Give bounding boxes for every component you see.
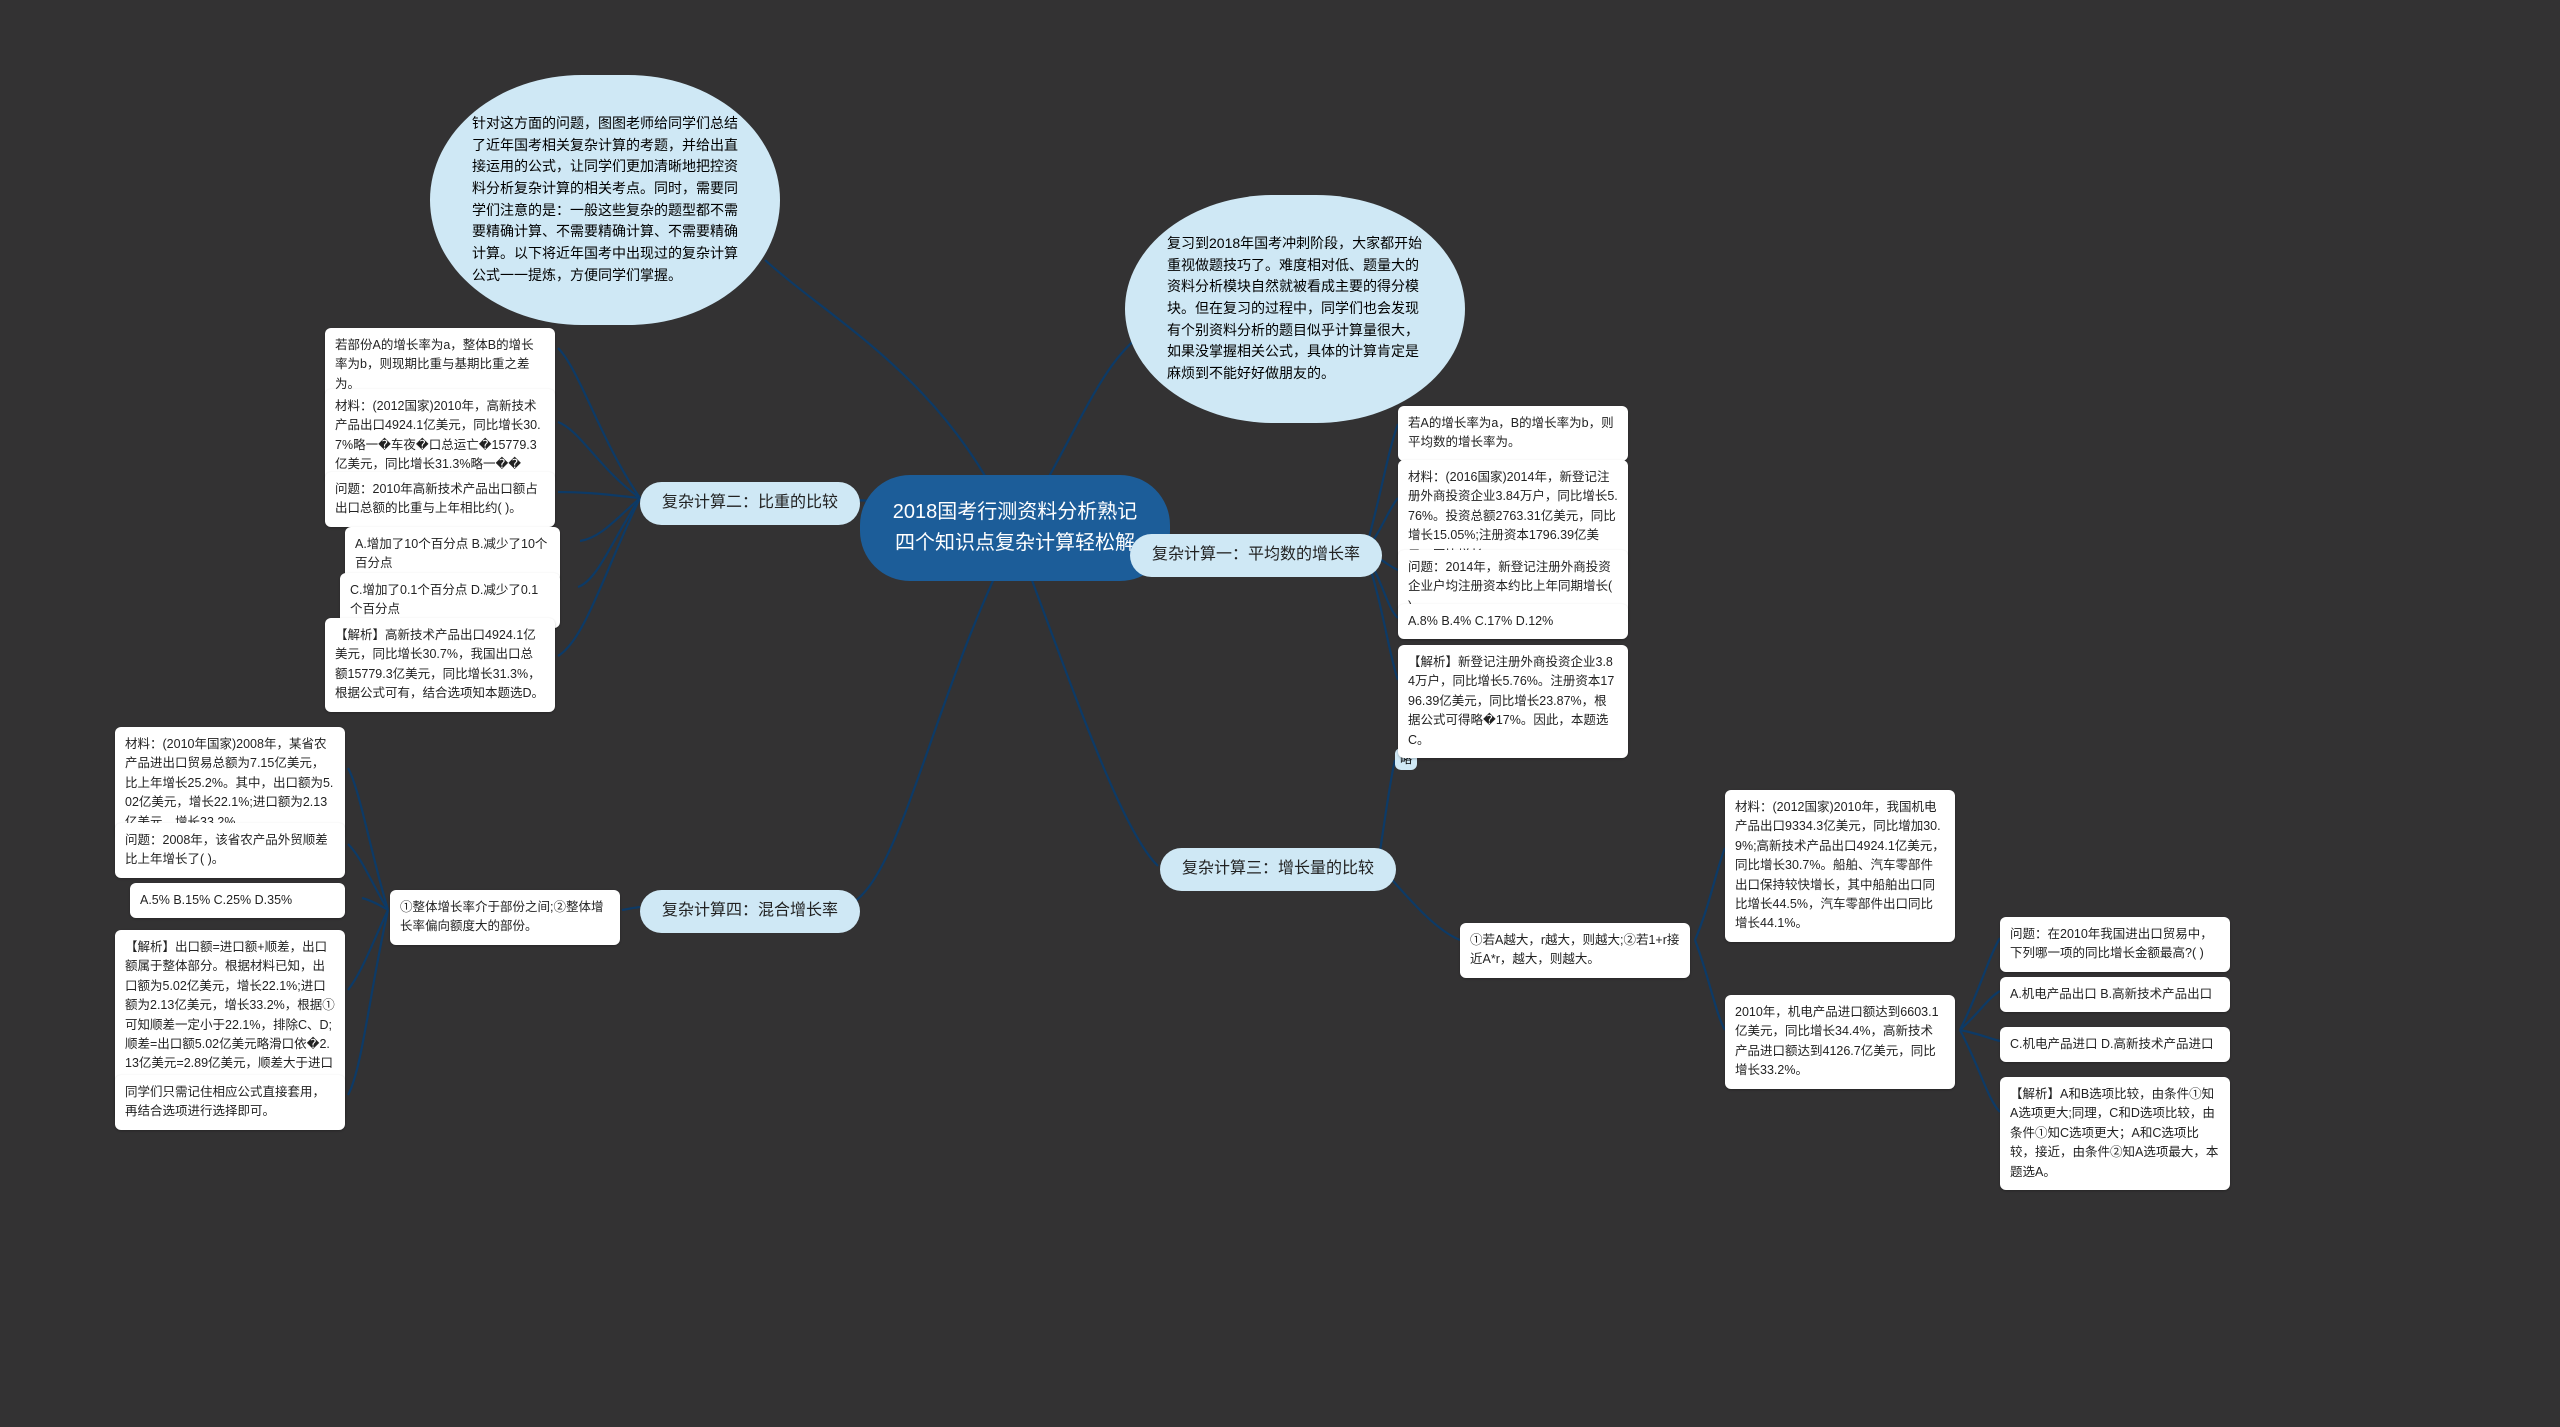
b3-leaf-analysis: 【解析】A和B选项比较，由条件①知A选项更大;同理，C和D选项比较，由条件①知C… xyxy=(2000,1077,2230,1190)
central-topic[interactable]: 2018国考行测资料分析熟记四个知识点复杂计算轻松解 xyxy=(860,475,1170,581)
b4-leaf-question: 问题：2008年，该省农产品外贸顺差比上年增长了( )。 xyxy=(115,823,345,878)
branch-calc-1[interactable]: 复杂计算一：平均数的增长率 xyxy=(1130,534,1382,577)
b1-leaf-formula: 若A的增长率为a，B的增长率为b，则平均数的增长率为。 xyxy=(1398,406,1628,461)
intro-bubble-left: 针对这方面的问题，图图老师给同学们总结了近年国考相关复杂计算的考题，并给出直接运… xyxy=(430,75,780,325)
b1-leaf-analysis: 【解析】新登记注册外商投资企业3.84万户，同比增长5.76%。注册资本1796… xyxy=(1398,645,1628,758)
b3-leaf-material2: 2010年，机电产品进口额达到6603.1亿美元，同比增长34.4%，高新技术产… xyxy=(1725,995,1955,1089)
branch-calc-2[interactable]: 复杂计算二：比重的比较 xyxy=(640,482,860,525)
b3-leaf-formula: ①若A越大，r越大，则越大;②若1+r接近A*r，越大，则越大。 xyxy=(1460,923,1690,978)
b1-leaf-options: A.8% B.4% C.17% D.12% xyxy=(1398,604,1628,639)
intro-bubble-right: 复习到2018年国考冲刺阶段，大家都开始重视做题技巧了。难度相对低、题量大的资料… xyxy=(1125,195,1465,423)
b4-leaf-formula: ①整体增长率介于部份之间;②整体增长率偏向额度大的部份。 xyxy=(390,890,620,945)
branch-calc-3[interactable]: 复杂计算三：增长量的比较 xyxy=(1160,848,1396,891)
b2-leaf-material: 材料：(2012国家)2010年，高新技术产品出口4924.1亿美元，同比增长3… xyxy=(325,389,555,483)
b3-leaf-options-ab: A.机电产品出口 B.高新技术产品出口 xyxy=(2000,977,2230,1012)
b3-leaf-question: 问题：在2010年我国进出口贸易中，下列哪一项的同比增长金额最高?( ) xyxy=(2000,917,2230,972)
b2-leaf-question: 问题：2010年高新技术产品出口额占出口总额的比重与上年相比约( )。 xyxy=(325,472,555,527)
b4-leaf-tip: 同学们只需记住相应公式直接套用，再结合选项进行选择即可。 xyxy=(115,1075,345,1130)
b4-leaf-options: A.5% B.15% C.25% D.35% xyxy=(130,883,345,918)
b2-leaf-analysis: 【解析】高新技术产品出口4924.1亿美元，同比增长30.7%，我国出口总额15… xyxy=(325,618,555,712)
branch-calc-4[interactable]: 复杂计算四：混合增长率 xyxy=(640,890,860,933)
b3-leaf-options-cd: C.机电产品进口 D.高新技术产品进口 xyxy=(2000,1027,2230,1062)
b3-leaf-material: 材料：(2012国家)2010年，我国机电产品出口9334.3亿美元，同比增加3… xyxy=(1725,790,1955,942)
